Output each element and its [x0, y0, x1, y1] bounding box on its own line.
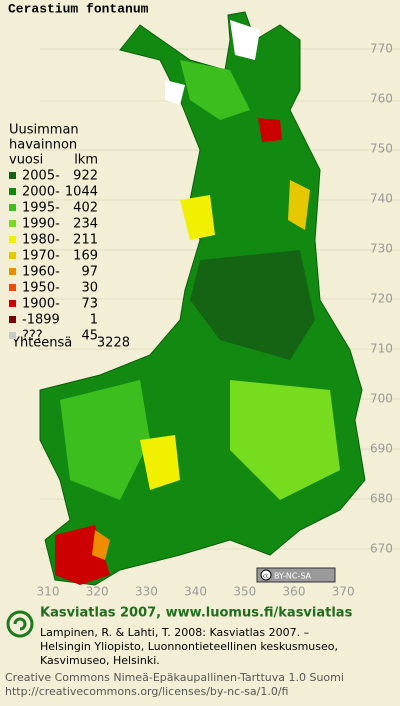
northing-label: 750 — [370, 142, 393, 156]
legend-heading: Uusimman — [9, 123, 79, 138]
northing-label: 760 — [370, 92, 393, 106]
observation-patches — [55, 20, 340, 585]
logo — [6, 610, 34, 638]
badge-text: BY-NC-SA — [274, 572, 312, 581]
license-url: http://creativecommons.org/licenses/by-n… — [5, 685, 288, 698]
northing-label: 670 — [370, 542, 393, 556]
legend-swatch — [9, 172, 16, 179]
legend-count: 30 — [81, 281, 98, 296]
legend-swatch — [9, 204, 16, 211]
legend-count: 234 — [73, 217, 98, 232]
legend-count: 922 — [73, 169, 98, 184]
legend-heading: vuosi — [9, 153, 43, 168]
legend-label: 1900- — [22, 297, 60, 312]
legend-swatch — [9, 332, 16, 339]
easting-label: 360 — [283, 585, 306, 599]
citation: Kasvimuseo, Helsinki. — [40, 654, 160, 667]
legend-swatch — [9, 236, 16, 243]
northing-label: 770 — [370, 42, 393, 56]
easting-label: 330 — [135, 585, 158, 599]
total-label: Yhteensä — [11, 336, 72, 351]
legend-count-heading: lkm — [74, 153, 98, 168]
legend-swatch — [9, 300, 16, 307]
northing-label: 690 — [370, 442, 393, 456]
easting-label: 350 — [233, 585, 256, 599]
license-badge: cc BY-NC-SA — [256, 567, 336, 583]
easting-label: 370 — [332, 585, 355, 599]
legend-label: 2000- — [22, 185, 60, 200]
legend-count: 402 — [73, 201, 98, 216]
legend-label: 1970- — [22, 249, 60, 264]
legend-label: -1899 — [22, 313, 60, 328]
easting-label: 320 — [86, 585, 109, 599]
legend-count: 1 — [90, 313, 98, 328]
legend-swatch — [9, 316, 16, 323]
legend-swatch — [9, 284, 16, 291]
legend-count: 73 — [81, 297, 98, 312]
northing-label: 710 — [370, 342, 393, 356]
legend-count: 211 — [73, 233, 98, 248]
legend-label: ??? — [22, 329, 43, 344]
legend-count: 45 — [81, 329, 98, 344]
legend-label: 1950- — [22, 281, 60, 296]
easting-label: 310 — [37, 585, 60, 599]
northing-label: 680 — [370, 492, 393, 506]
legend-swatch — [9, 268, 16, 275]
northing-label: 740 — [370, 192, 393, 206]
legend-count: 1044 — [65, 185, 98, 200]
legend-label: 1960- — [22, 265, 60, 280]
legend-swatch — [9, 252, 16, 259]
legend-count: 97 — [81, 265, 98, 280]
citation: Helsingin Yliopisto, Luonnontieteellinen… — [40, 640, 338, 653]
legend-heading: havainnon — [9, 138, 77, 153]
legend-label: 2005- — [22, 169, 60, 184]
legend-swatch — [9, 188, 16, 195]
northing-label: 720 — [370, 292, 393, 306]
site-link: Kasviatlas 2007, www.luomus.fi/kasviatla… — [40, 606, 353, 621]
legend-label: 1995- — [22, 201, 60, 216]
easting-label: 340 — [184, 585, 207, 599]
legend-swatch — [9, 220, 16, 227]
species-title: Cerastium fontanum — [8, 1, 149, 16]
northing-label: 700 — [370, 392, 393, 406]
license-text: Creative Commons Nimeä-Epäkaupallinen-Ta… — [5, 671, 344, 684]
citation: Lampinen, R. & Lahti, T. 2008: Kasviatla… — [40, 626, 309, 639]
legend-label: 1990- — [22, 217, 60, 232]
northing-label: 730 — [370, 242, 393, 256]
legend-count: 169 — [73, 249, 98, 264]
legend-label: 1980- — [22, 233, 60, 248]
cc-mark: cc — [263, 574, 269, 580]
total-count: 3228 — [97, 336, 130, 351]
